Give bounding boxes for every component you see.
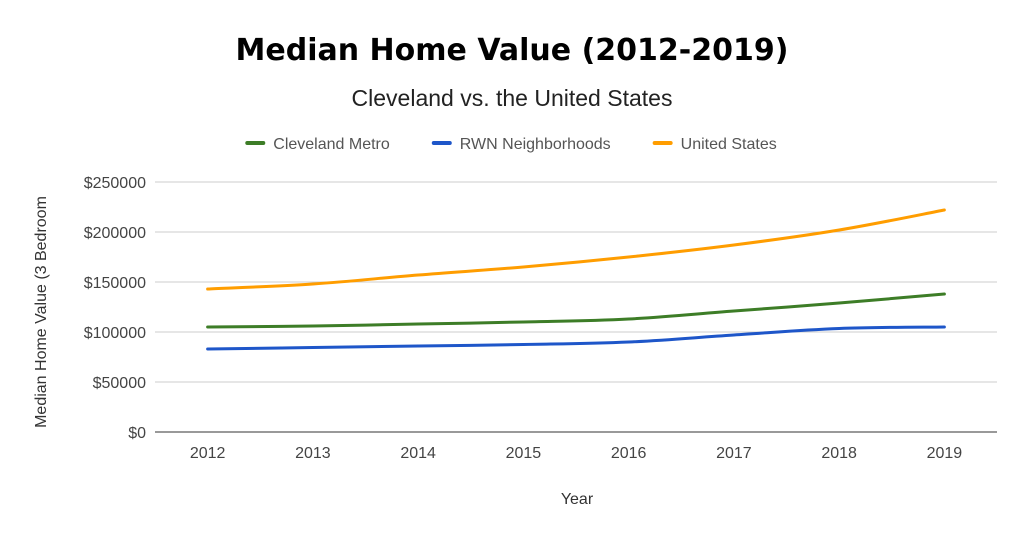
legend-item-united-states: United States — [652, 136, 777, 153]
x-tick-label-2019: 2019 — [927, 445, 963, 462]
x-axis-label: Year — [561, 491, 594, 508]
x-tick-label-2013: 2013 — [295, 445, 331, 462]
x-tick-label-2015: 2015 — [506, 445, 542, 462]
legend-label-united-states: United States — [681, 136, 777, 153]
y-tick-label-3: $150000 — [84, 275, 146, 292]
x-tick-label-2018: 2018 — [821, 445, 857, 462]
y-axis-ticks: $0 $50000 $100000 $150000 $200000 $250000 — [84, 175, 146, 442]
y-axis-label: Median Home Value (3 Bedroom — [33, 196, 50, 428]
gridlines — [155, 181, 997, 433]
y-tick-label-2: $100000 — [84, 325, 146, 342]
series-line-united-states — [206, 208, 946, 291]
legend-item-cleveland-metro: Cleveland Metro — [245, 136, 390, 153]
x-tick-label-2014: 2014 — [400, 445, 436, 462]
series-line-cleveland-metro — [206, 292, 946, 329]
x-tick-label-2012: 2012 — [190, 445, 226, 462]
legend-item-rwn-neighborhoods: RWN Neighborhoods — [431, 136, 611, 153]
legend: Cleveland Metro RWN Neighborhoods United S… — [245, 136, 777, 153]
legend-label-rwn-neighborhoods: RWN Neighborhoods — [460, 136, 611, 153]
series-line-rwn-neighborhoods — [206, 325, 946, 351]
chart-title: Median Home Value (2012-2019) — [236, 33, 789, 68]
x-tick-label-2017: 2017 — [716, 445, 752, 462]
chart-subtitle: Cleveland vs. the United States — [352, 85, 673, 111]
y-tick-label-4: $200000 — [84, 225, 146, 242]
x-tick-label-2016: 2016 — [611, 445, 647, 462]
y-tick-label-5: $250000 — [84, 175, 146, 192]
y-tick-label-1: $50000 — [93, 375, 146, 392]
series-lines — [206, 208, 946, 351]
legend-label-cleveland-metro: Cleveland Metro — [273, 136, 390, 153]
y-tick-label-0: $0 — [128, 425, 146, 442]
x-axis-ticks: 2012 2013 2014 2015 2016 2017 2018 2019 — [190, 445, 962, 462]
